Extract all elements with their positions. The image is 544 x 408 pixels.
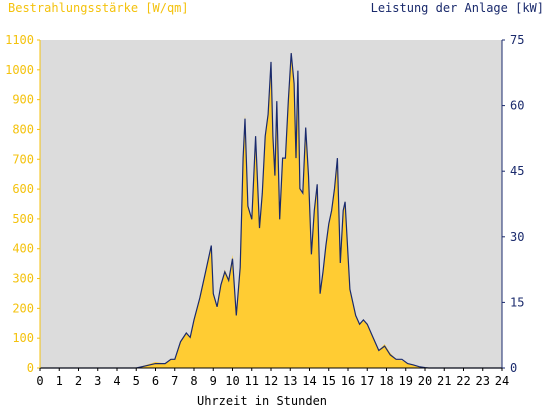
left-tick-label: 300 xyxy=(12,272,34,286)
x-tick-label: 12 xyxy=(264,374,278,388)
x-tick-label: 9 xyxy=(210,374,217,388)
x-tick-label: 21 xyxy=(437,374,451,388)
x-tick-label: 2 xyxy=(75,374,82,388)
left-tick-label: 900 xyxy=(12,93,34,107)
left-tick-label: 600 xyxy=(12,182,34,196)
left-tick-label: 400 xyxy=(12,242,34,256)
x-tick-label: 8 xyxy=(190,374,197,388)
x-tick-label: 24 xyxy=(495,374,509,388)
left-tick-label: 1100 xyxy=(5,33,34,47)
x-tick-label: 23 xyxy=(476,374,490,388)
x-tick-label: 13 xyxy=(283,374,297,388)
x-tick-label: 17 xyxy=(360,374,374,388)
right-axis-title: Leistung der Anlage [kW] xyxy=(371,1,544,15)
x-tick-label: 4 xyxy=(113,374,120,388)
left-tick-label: 1000 xyxy=(5,63,34,77)
left-axis-title: Bestrahlungsstärke [W/qm] xyxy=(8,1,189,15)
x-tick-label: 1 xyxy=(56,374,63,388)
left-tick-label: 500 xyxy=(12,212,34,226)
x-tick-label: 3 xyxy=(94,374,101,388)
right-tick-label: 0 xyxy=(510,361,517,375)
left-tick-label: 800 xyxy=(12,122,34,136)
irradiance-area xyxy=(40,51,502,369)
x-tick-label: 0 xyxy=(36,374,43,388)
left-tick-label: 100 xyxy=(12,331,34,345)
x-tick-label: 11 xyxy=(245,374,259,388)
left-tick-label: 0 xyxy=(27,361,34,375)
x-tick-label: 6 xyxy=(152,374,159,388)
x-tick-label: 22 xyxy=(456,374,470,388)
x-tick-label: 7 xyxy=(171,374,178,388)
right-tick-label: 75 xyxy=(510,33,524,47)
x-tick-label: 20 xyxy=(418,374,432,388)
right-tick-label: 30 xyxy=(510,230,524,244)
x-tick-label: 16 xyxy=(341,374,355,388)
left-tick-label: 200 xyxy=(12,301,34,315)
x-tick-label: 14 xyxy=(302,374,316,388)
x-tick-label: 15 xyxy=(322,374,336,388)
x-tick-label: 19 xyxy=(399,374,413,388)
x-tick-label: 10 xyxy=(225,374,239,388)
right-tick-label: 60 xyxy=(510,99,524,113)
left-tick-label: 700 xyxy=(12,152,34,166)
power-line xyxy=(40,53,502,369)
right-tick-label: 15 xyxy=(510,295,524,309)
x-tick-label: 5 xyxy=(133,374,140,388)
right-tick-label: 45 xyxy=(510,164,524,178)
x-axis-title: Uhrzeit in Stunden xyxy=(197,394,327,408)
x-tick-label: 18 xyxy=(379,374,393,388)
